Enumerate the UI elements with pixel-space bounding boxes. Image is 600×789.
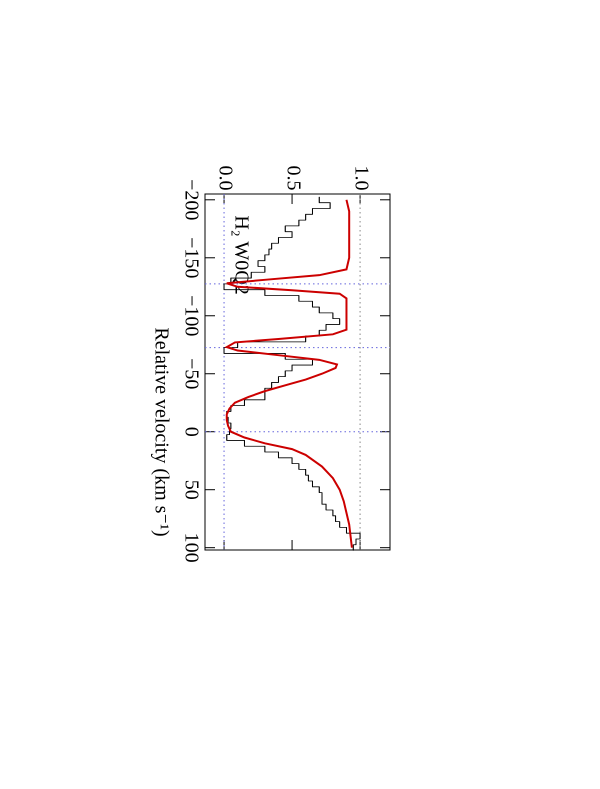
step-risers bbox=[223, 196, 361, 551]
x-tick-label: 100 bbox=[180, 533, 202, 563]
x-tick-label: −150 bbox=[180, 237, 202, 278]
y-tick-label: 0.5 bbox=[282, 166, 304, 191]
y-tick-label: 1.0 bbox=[350, 166, 372, 191]
x-tick-label: −200 bbox=[180, 179, 202, 220]
x-tick-label: −100 bbox=[180, 295, 202, 336]
annotation: H₂ W0Q2 bbox=[230, 215, 252, 294]
x-tick-label: 0 bbox=[180, 427, 202, 437]
model-line bbox=[224, 199, 353, 548]
y-tick-label: 0.0 bbox=[214, 166, 236, 191]
x-axis-label: Relative velocity (km s⁻¹) bbox=[150, 327, 172, 536]
plot-frame bbox=[204, 193, 391, 551]
x-tick-label: −50 bbox=[180, 358, 202, 389]
x-tick-label: 50 bbox=[180, 480, 202, 500]
